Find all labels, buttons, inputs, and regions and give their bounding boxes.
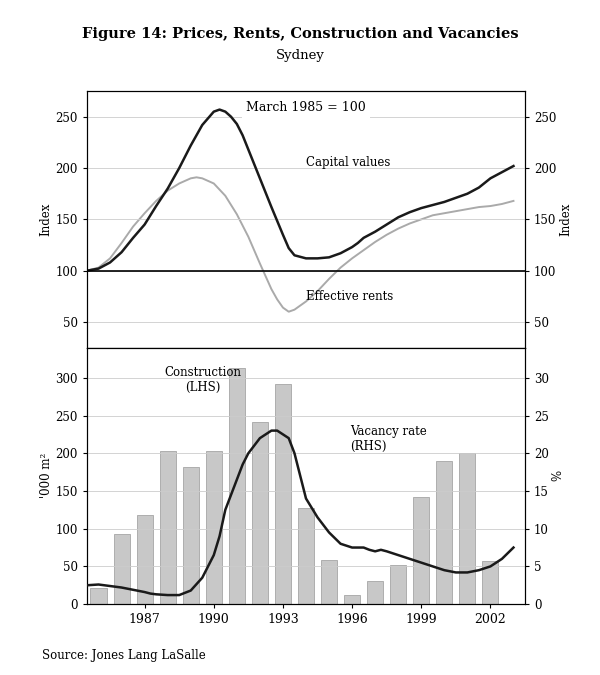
Text: Figure 14: Prices, Rents, Construction and Vacancies: Figure 14: Prices, Rents, Construction a…: [82, 27, 518, 41]
Bar: [298, 508, 314, 604]
Bar: [367, 581, 383, 604]
Text: Source: Jones Lang LaSalle: Source: Jones Lang LaSalle: [42, 649, 206, 662]
Bar: [459, 453, 475, 604]
Y-axis label: %: %: [552, 470, 565, 481]
Bar: [321, 560, 337, 604]
Bar: [390, 565, 406, 604]
Bar: [182, 467, 199, 604]
Text: Vacancy rate
(RHS): Vacancy rate (RHS): [350, 425, 427, 452]
Bar: [91, 587, 107, 604]
Bar: [160, 451, 176, 604]
Y-axis label: Index: Index: [40, 202, 53, 236]
Text: Capital values: Capital values: [306, 157, 391, 169]
Bar: [229, 368, 245, 604]
Y-axis label: Index: Index: [559, 202, 572, 236]
Y-axis label: '000 m²: '000 m²: [40, 453, 53, 499]
Bar: [482, 561, 499, 604]
Bar: [344, 595, 360, 604]
Bar: [252, 423, 268, 604]
Text: Effective rents: Effective rents: [306, 290, 393, 303]
Text: Construction
(LHS): Construction (LHS): [164, 366, 242, 394]
Bar: [275, 384, 291, 604]
Bar: [113, 534, 130, 604]
Bar: [436, 461, 452, 604]
Text: March 1985 = 100: March 1985 = 100: [246, 101, 366, 114]
Text: Sydney: Sydney: [275, 49, 325, 61]
Bar: [413, 497, 430, 604]
Bar: [206, 451, 222, 604]
Bar: [137, 515, 153, 604]
